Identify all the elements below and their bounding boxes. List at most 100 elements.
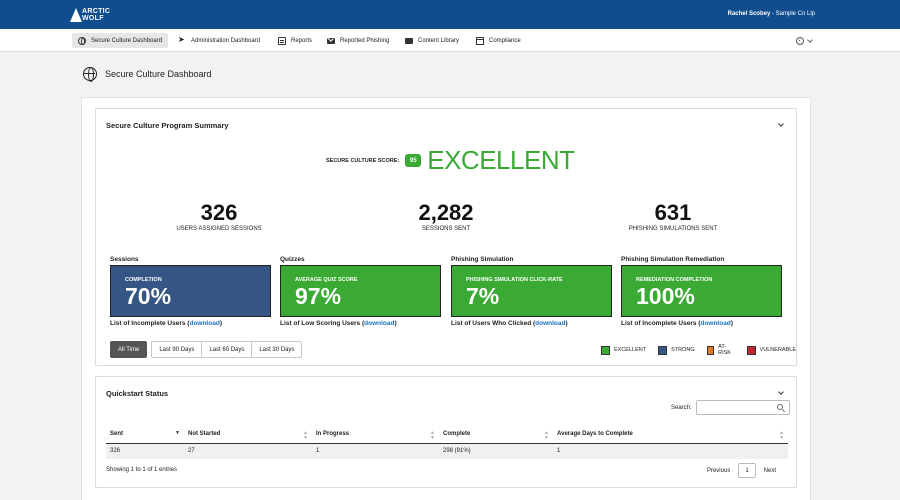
legend-swatch [658, 345, 668, 355]
folder-icon [405, 37, 413, 44]
tile-value: 7% [466, 283, 500, 309]
sort-icon: ▲ ▼ [303, 430, 308, 441]
download-link[interactable]: download [364, 320, 395, 327]
tile-value: 97% [295, 283, 342, 309]
cell-not-started: 27 [184, 443, 312, 459]
nav-secure-culture-dashboard[interactable]: Secure Culture Dashboard [72, 33, 169, 48]
metric-heading: Quizzes [280, 256, 305, 263]
user-account[interactable]: Rachel Scobey - Sample Co Llp [728, 11, 815, 17]
link-text-end: ) [565, 320, 568, 327]
cell-complete: 298 (91%) [439, 443, 553, 459]
settings-menu[interactable] [796, 37, 813, 45]
legend-item: VULNERABLE [746, 344, 796, 356]
main-nav: Secure Culture Dashboard Administration … [0, 29, 900, 52]
link-text: List of Low Scoring Users ( [280, 320, 365, 327]
nav-label: Administration Dashboard [191, 37, 261, 44]
page-title: Secure Culture Dashboard [105, 69, 212, 79]
card-title: Secure Culture Program Summary [106, 121, 229, 130]
page-number-button[interactable]: 1 [738, 463, 756, 478]
collapse-chevron-icon[interactable] [778, 389, 784, 395]
stat-value: 2,282 [418, 200, 474, 225]
tile-value: 70% [125, 283, 172, 309]
score-rating: EXCELLENT [427, 145, 575, 175]
stat-users-assigned: 326 USERS ASSIGNED SESSIONS [169, 202, 269, 233]
score-label: SECURE CULTURE SCORE: [326, 157, 400, 164]
link-text: List of Incomplete Users ( [621, 320, 701, 327]
stat-label: PHISHING SIMULATIONS SENT [628, 226, 718, 232]
search-icon [776, 404, 783, 410]
legend-label: VULNERABLE [759, 347, 796, 353]
previous-page-button[interactable]: Previous [706, 467, 731, 474]
link-text: List of Users Who Clicked ( [451, 320, 536, 327]
sort-desc-icon: ▼ [175, 430, 180, 436]
program-summary-card: Secure Culture Program Summary SECURE CU… [95, 108, 797, 366]
stat-label: USERS ASSIGNED SESSIONS [176, 226, 262, 232]
logo-mountain-icon [70, 8, 82, 22]
incomplete-users-link: List of Incomplete Users (download) [110, 320, 222, 327]
top-header: ARCTIC WOLF Rachel Scobey - Sample Co Ll… [0, 0, 900, 29]
logo-text-line1: ARCTIC [82, 8, 111, 15]
column-header-sent[interactable]: Sent ▼ [106, 426, 184, 444]
nav-reported-phishing[interactable]: Reported Phishing [321, 33, 395, 48]
nav-compliance[interactable]: Compliance [470, 33, 527, 48]
legend-item: STRONG [658, 344, 695, 356]
metric-tile-completion: COMPLETION 70% [110, 265, 271, 317]
nav-reports[interactable]: Reports [272, 33, 318, 48]
legend-label: AT-RISK [718, 344, 731, 356]
table-header-row: Sent ▼ Not Started ▲ ▼ In Progress ▲ ▼ Comple… [106, 426, 788, 444]
status-legend: EXCELLENT STRONG AT-RISK VULNERABLE [601, 344, 796, 356]
download-link[interactable]: download [535, 320, 566, 327]
metric-heading: Phishing Simulation Remediation [621, 256, 725, 263]
search-input[interactable] [695, 400, 790, 415]
metric-heading: Sessions [110, 256, 139, 263]
nav-label: Secure Culture Dashboard [91, 37, 163, 44]
nav-label: Reported Phishing [340, 37, 390, 44]
metric-tile-remediation: REMEDIATION COMPLETION 100% [621, 265, 782, 317]
low-scoring-users-link: List of Low Scoring Users (download) [280, 320, 397, 327]
range-all-time-button[interactable]: All Time [110, 341, 148, 358]
nav-label: Compliance [489, 37, 521, 44]
column-header-avg-days[interactable]: Average Days to Complete ▲ ▼ [553, 426, 788, 444]
card-title: Quickstart Status [106, 389, 169, 398]
download-link[interactable]: download [189, 320, 220, 327]
cell-avg-days: 1 [553, 443, 788, 459]
nav-content-library[interactable]: Content Library [399, 33, 465, 48]
legend-label: EXCELLENT [614, 347, 647, 353]
pagination: Previous 1 Next [699, 463, 784, 478]
metric-heading: Phishing Simulation [451, 256, 514, 263]
link-text-end: ) [219, 320, 222, 327]
column-label: Average Days to Complete [557, 431, 633, 438]
user-separator: - [771, 11, 774, 17]
download-link[interactable]: download [700, 320, 731, 327]
table-search: Search: [671, 400, 790, 415]
column-header-in-progress[interactable]: In Progress ▲ ▼ [312, 426, 439, 444]
logo-text-line2: WOLF [82, 15, 104, 22]
stat-label: SESSIONS SENT [421, 226, 471, 232]
rocket-icon [178, 36, 186, 45]
incomplete-remediation-link: List of Incomplete Users (download) [621, 320, 733, 327]
metric-tile-quiz-score: AVERAGE QUIZ SCORE 97% [280, 265, 441, 317]
users-clicked-link: List of Users Who Clicked (download) [451, 320, 568, 327]
nav-administration-dashboard[interactable]: Administration Dashboard [172, 33, 266, 48]
date-range-filter: All Time Last 90 Days Last 60 Days Last … [110, 341, 303, 358]
next-page-button[interactable]: Next [763, 467, 776, 474]
globe-icon [78, 36, 86, 45]
range-30-days-button[interactable]: Last 30 Days [251, 341, 303, 358]
user-name: Rachel Scobey [727, 11, 771, 17]
range-60-days-button[interactable]: Last 60 Days [201, 341, 253, 358]
arctic-wolf-logo[interactable]: ARCTIC WOLF [70, 6, 116, 24]
tile-caption: COMPLETION [125, 277, 162, 283]
score-badge: 95 [405, 154, 422, 167]
legend-swatch [601, 345, 610, 355]
sort-icon: ▲ ▼ [544, 430, 549, 441]
sort-icon: ▲ ▼ [779, 430, 784, 441]
column-header-not-started[interactable]: Not Started ▲ ▼ [184, 426, 312, 444]
legend-swatch [706, 345, 715, 355]
legend-swatch [746, 345, 756, 355]
tile-caption: AVERAGE QUIZ SCORE [295, 277, 358, 283]
column-header-complete[interactable]: Complete ▲ ▼ [439, 426, 553, 444]
page-header: Secure Culture Dashboard [83, 67, 212, 82]
column-label: Not Started [188, 431, 221, 438]
collapse-chevron-icon[interactable] [778, 121, 784, 127]
range-90-days-button[interactable]: Last 90 Days [151, 341, 203, 358]
